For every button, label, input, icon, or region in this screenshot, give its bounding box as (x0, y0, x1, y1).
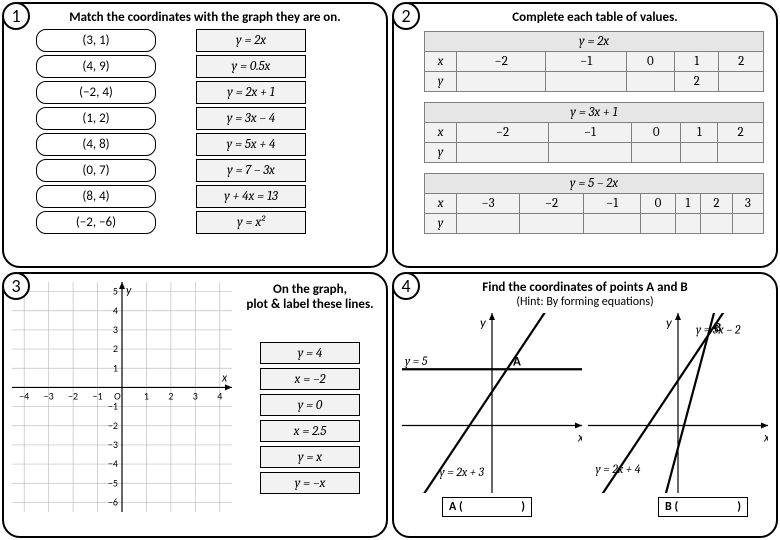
svg-text:y = 2x + 4: y = 2x + 4 (596, 462, 641, 476)
equation-box: y = 7 − 3x (196, 159, 306, 182)
svg-text:B: B (714, 321, 721, 336)
graph-b-wrap: yxy = 5x − 2y = 2x + 4B B ( ) (588, 313, 768, 517)
plot-equation: y = x (260, 446, 360, 468)
svg-text:O: O (114, 389, 121, 402)
answer-a-close: ) (521, 500, 525, 514)
equations-column: y = 2x y = 0.5x y = 2x + 1 y = 3x − 4 y … (196, 29, 306, 234)
plot-equation: y = −x (260, 472, 360, 494)
answer-a-open: A ( (449, 500, 463, 514)
panel-2-title: Complete each table of values. (422, 10, 768, 25)
coord-box: (−2, −6) (36, 211, 156, 234)
coordinate-grid: −4−3−2−11234−6−5−4−3−2−112345Oyx (12, 282, 232, 512)
panel-3-number: 3 (2, 272, 30, 300)
equation-box: y = x² (196, 211, 306, 234)
svg-text:x: x (221, 371, 228, 385)
svg-text:3: 3 (113, 323, 118, 336)
equation-box: y = 3x − 4 (196, 107, 306, 130)
svg-text:y = 2x + 3: y = 2x + 3 (440, 465, 485, 479)
answer-b-open: B ( (665, 500, 678, 514)
svg-text:y: y (480, 316, 487, 331)
panel-3-title-2: plot & label these lines. (242, 297, 378, 312)
plot-equation: x = −2 (260, 368, 360, 390)
svg-text:−4: −4 (19, 389, 29, 402)
svg-text:−2: −2 (108, 419, 118, 432)
svg-text:−3: −3 (108, 438, 118, 451)
svg-text:2: 2 (113, 342, 118, 355)
coord-box: (0, 7) (36, 159, 156, 182)
tables-container: y = 2xx−2−1012y2 y = 3x + 1x−2−1012y y = 5… (424, 31, 764, 234)
coords-column: (3, 1) (4, 9) (−2, 4) (1, 2) (4, 8) (0, … (36, 29, 156, 234)
panel-2-number: 2 (392, 2, 420, 30)
panel-3-title-1: On the graph, (242, 282, 378, 297)
equation-box: y + 4x = 13 (196, 185, 306, 208)
answer-box-b[interactable]: B ( ) (658, 497, 748, 517)
svg-text:−3: −3 (44, 389, 54, 402)
panel-3: 3 −4−3−2−11234−6−5−4−3−2−112345Oyx On th… (2, 272, 388, 538)
equation-box: y = 2x + 1 (196, 81, 306, 104)
panel-4-title-1: Find the coordinates of points A and B (402, 280, 768, 295)
coord-box: (4, 8) (36, 133, 156, 156)
svg-text:A: A (513, 354, 521, 369)
graph-a-wrap: y x y = 5 y = 2x + 3 A A ( ) (402, 313, 582, 517)
svg-text:−4: −4 (108, 457, 118, 470)
answer-b-close: ) (737, 500, 741, 514)
value-table: y = 5 − 2xx−3−2−10123y (424, 173, 764, 234)
svg-text:x: x (763, 431, 768, 446)
coord-box: (−2, 4) (36, 81, 156, 104)
value-table: y = 2xx−2−1012y2 (424, 31, 764, 92)
answer-box-a[interactable]: A ( ) (442, 497, 532, 517)
svg-text:y: y (666, 316, 673, 331)
graph-b: yxy = 5x − 2y = 2x + 4B (588, 313, 768, 493)
coord-box: (3, 1) (36, 29, 156, 52)
svg-text:−6: −6 (108, 495, 118, 508)
plot-equation: x = 2.5 (260, 420, 360, 442)
svg-text:y: y (126, 284, 132, 298)
svg-text:2: 2 (168, 389, 173, 402)
plot-equation: y = 4 (260, 342, 360, 364)
equation-box: y = 5x + 4 (196, 133, 306, 156)
panel-4-number: 4 (392, 272, 420, 300)
coord-box: (8, 4) (36, 185, 156, 208)
svg-text:y = 5: y = 5 (405, 354, 428, 368)
svg-text:−5: −5 (108, 476, 118, 489)
svg-text:4: 4 (217, 389, 222, 402)
svg-text:5: 5 (113, 285, 118, 298)
plot-equation: y = 0 (260, 394, 360, 416)
panel-1-title: Match the coordinates with the graph the… (32, 10, 378, 25)
panel-4: 4 Find the coordinates of points A and B… (392, 272, 778, 538)
coord-box: (4, 9) (36, 55, 156, 78)
panel-1-number: 1 (2, 2, 30, 30)
svg-text:−1: −1 (93, 389, 103, 402)
graph-a: y x y = 5 y = 2x + 3 A (402, 313, 582, 493)
svg-text:1: 1 (113, 361, 118, 374)
panel-1: 1 Match the coordinates with the graph t… (2, 2, 388, 268)
equation-box: y = 0.5x (196, 55, 306, 78)
value-table: y = 3x + 1x−2−1012y (424, 102, 764, 163)
panel-4-title-2: (Hint: By forming equations) (402, 295, 768, 309)
svg-text:x: x (577, 431, 582, 446)
svg-text:−2: −2 (68, 389, 78, 402)
svg-text:1: 1 (144, 389, 149, 402)
equation-box: y = 2x (196, 29, 306, 52)
coord-box: (1, 2) (36, 107, 156, 130)
svg-text:4: 4 (113, 304, 118, 317)
svg-text:3: 3 (193, 389, 198, 402)
panel-2: 2 Complete each table of values. y = 2xx… (392, 2, 778, 268)
